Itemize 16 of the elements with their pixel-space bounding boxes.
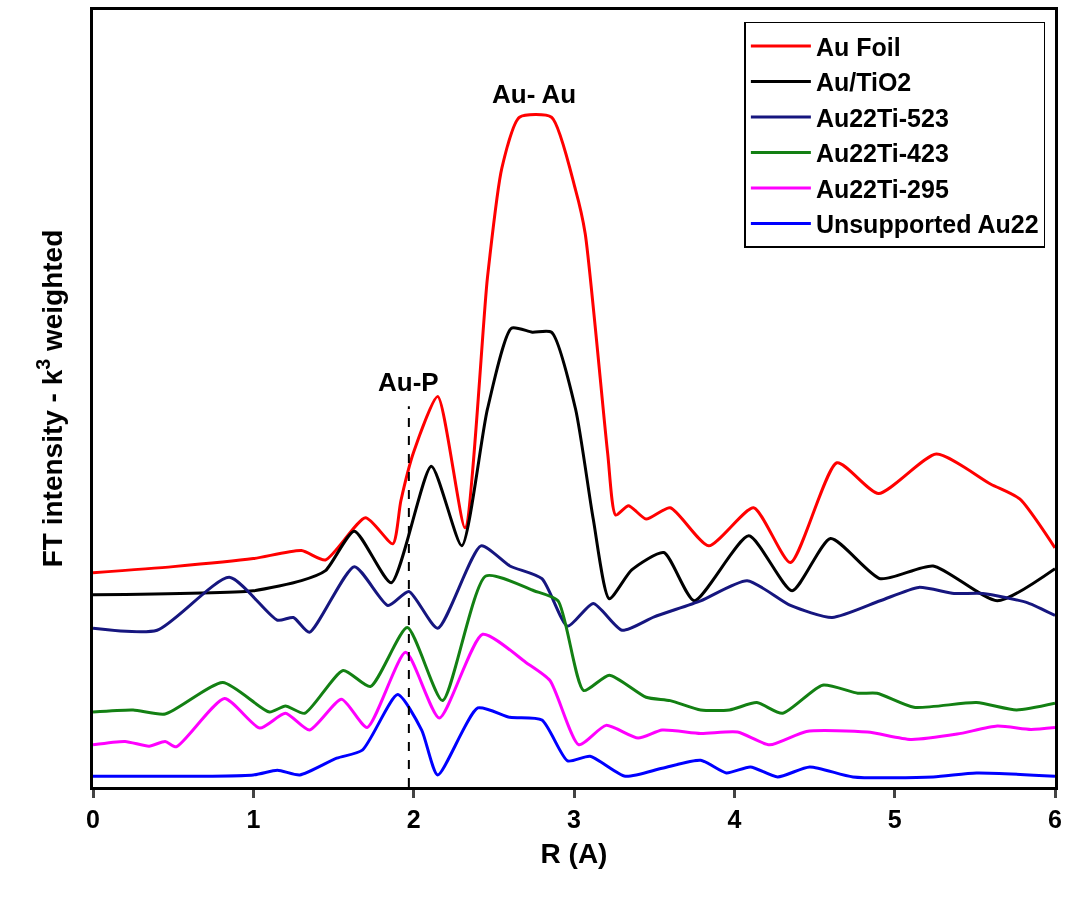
x-tick-label: 2 xyxy=(406,804,421,833)
x-tick-label: 1 xyxy=(246,804,261,833)
x-tick-label: 3 xyxy=(567,804,581,833)
x-axis-title: R (A) xyxy=(540,837,608,869)
x-tick-label: 5 xyxy=(887,804,902,833)
legend-label: Au22Ti-295 xyxy=(815,174,949,203)
annotation: Au- Au xyxy=(492,79,577,109)
ref-line-label: Au-P xyxy=(378,367,439,397)
legend-label: Unsupported Au22 xyxy=(815,210,1039,239)
x-tick-label: 6 xyxy=(1048,804,1062,833)
legend-label: Au/TiO2 xyxy=(815,68,912,97)
legend-label: Au22Ti-523 xyxy=(815,103,949,132)
legend-label: Au Foil xyxy=(815,32,901,61)
x-tick-label: 0 xyxy=(86,804,100,833)
legend-label: Au22Ti-423 xyxy=(815,139,949,168)
x-tick-label: 4 xyxy=(727,804,742,833)
